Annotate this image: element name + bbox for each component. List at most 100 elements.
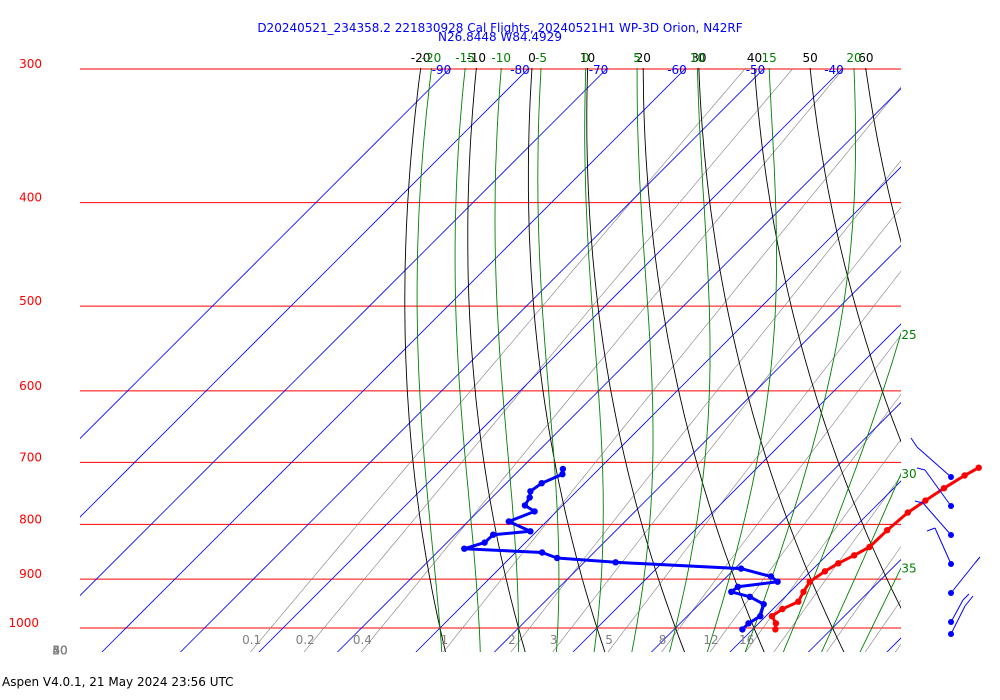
chart-subtitle: N26.8448 W84.4929 [438, 30, 562, 44]
sounding-point [559, 471, 566, 478]
mixing-ratio-label: 30 [52, 644, 67, 658]
mixing-ratio-label: 40 [52, 644, 67, 658]
wind-barb-station [948, 561, 954, 567]
footer-version: Aspen V4.0.1, 21 May 2024 23:56 UTC [2, 675, 234, 689]
wind-barb-station [948, 503, 954, 509]
sounding-point [739, 626, 746, 633]
isotherm-label: -70 [589, 63, 609, 77]
mixing-ratio-label: 5 [605, 633, 613, 647]
isotherm-line [945, 37, 1000, 672]
isotherm-line [415, 166, 901, 652]
moist-adiabat-label: -15 [455, 51, 475, 65]
isotherm-line [101, 68, 687, 652]
sounding-point [746, 593, 754, 600]
pressure-label: 300 [19, 57, 42, 71]
mixing-ratio-label: 0.4 [353, 633, 372, 647]
sounding-point [767, 573, 775, 580]
mixing-ratio-label: 1 [441, 633, 449, 647]
mixing-ratio-line [895, 643, 901, 652]
mixing-ratio-line [607, 270, 901, 652]
sounding-point [760, 601, 767, 608]
moist-adiabat-line [744, 68, 856, 652]
sounding-point [745, 620, 752, 627]
mixing-ratio-label: 2 [508, 633, 516, 647]
pressure-label: 700 [19, 450, 42, 464]
dry-adiabat-line [527, 68, 606, 652]
mixing-ratio-line [745, 438, 901, 652]
pressure-label: 800 [19, 512, 42, 526]
moist-adiabat-label: -5 [535, 51, 547, 65]
sounding-point [461, 545, 468, 552]
dry-adiabat-label: -10 [466, 51, 486, 65]
mixing-ratio-label: 60 [52, 644, 67, 658]
mixing-ratio-line [907, 37, 1000, 672]
isotherm-label: -50 [746, 63, 766, 77]
sounding-point [800, 588, 807, 595]
moist-adiabat-label: 5 [633, 51, 641, 65]
sounding-point [835, 560, 842, 567]
isotherm-line [650, 401, 901, 652]
moist-adiabat-line [669, 68, 711, 652]
mixing-ratio-line [826, 546, 901, 652]
sounding-point [734, 583, 742, 590]
pressure-label: 600 [19, 379, 42, 393]
chart-title: D20240521_234358.2 221830928 Cal Flights… [257, 21, 743, 35]
dry-adiabat-label: 30 [691, 51, 706, 65]
sounding-point [904, 509, 911, 516]
mixing-ratio-line [510, 160, 901, 652]
moist-adiabat-label: 25 [901, 328, 916, 342]
mixing-ratio-label: 3 [550, 633, 558, 647]
mixing-ratio-label: 16 [739, 633, 754, 647]
pressure-label: 500 [19, 294, 42, 308]
mixing-ratio-label: 50 [52, 644, 67, 658]
isotherm-line [572, 323, 901, 652]
moist-adiabat-line [821, 472, 901, 652]
mixing-ratio-label: 0.1 [242, 633, 261, 647]
isotherm-line [493, 244, 901, 652]
isotherm-label: -60 [667, 63, 687, 77]
sounding-point [757, 613, 764, 620]
dry-adiabat-label: -20 [411, 51, 431, 65]
sounding-point [772, 620, 780, 627]
dry-adiabat-line [916, 37, 1000, 672]
moist-adiabat-label: 30 [901, 467, 916, 481]
sounding-point [527, 488, 534, 495]
dry-adiabat-line [586, 68, 686, 652]
mixing-ratio-label: 8 [659, 633, 667, 647]
sounding-point [961, 472, 968, 479]
wind-barb-flag [964, 595, 974, 607]
sounding-point [795, 598, 802, 605]
isotherm-label: -90 [432, 63, 452, 77]
dry-adiabat-line [642, 68, 765, 652]
wind-barb-flag [916, 467, 926, 471]
wind-barb-flag [926, 527, 936, 532]
sounding-point [737, 565, 745, 572]
sounding-point [779, 605, 786, 613]
wind-barb-station [948, 619, 954, 625]
sounding-point [505, 518, 512, 525]
sounding-point [768, 613, 776, 620]
isotherm-line [886, 637, 901, 652]
isotherm-line [80, 68, 530, 518]
wind-barb-flag [962, 593, 970, 601]
wind-barb-flag [910, 437, 918, 448]
moist-adiabat-label: 15 [762, 51, 777, 65]
wind-barb-flag [974, 556, 981, 564]
mixing-ratio-line [773, 475, 901, 652]
moist-adiabat-label: 0 [582, 51, 590, 65]
moist-adiabat-line [859, 566, 901, 652]
dry-adiabat-line [753, 68, 901, 610]
dry-adiabat-label: 40 [747, 51, 762, 65]
moist-adiabat-line [537, 68, 560, 652]
moist-adiabat-label: -10 [491, 51, 511, 65]
mixing-ratio-line [443, 86, 901, 652]
sounding-point [527, 528, 534, 535]
isotherm-label: -80 [510, 63, 530, 77]
sounding-point [940, 485, 948, 492]
sounding-point [553, 554, 561, 562]
moist-adiabat-label: -20 [422, 51, 442, 65]
pressure-label: 1000 [8, 616, 39, 630]
sounding-point [884, 527, 891, 534]
dry-adiabat-label: 0 [528, 51, 536, 65]
isotherm-line [807, 558, 901, 652]
